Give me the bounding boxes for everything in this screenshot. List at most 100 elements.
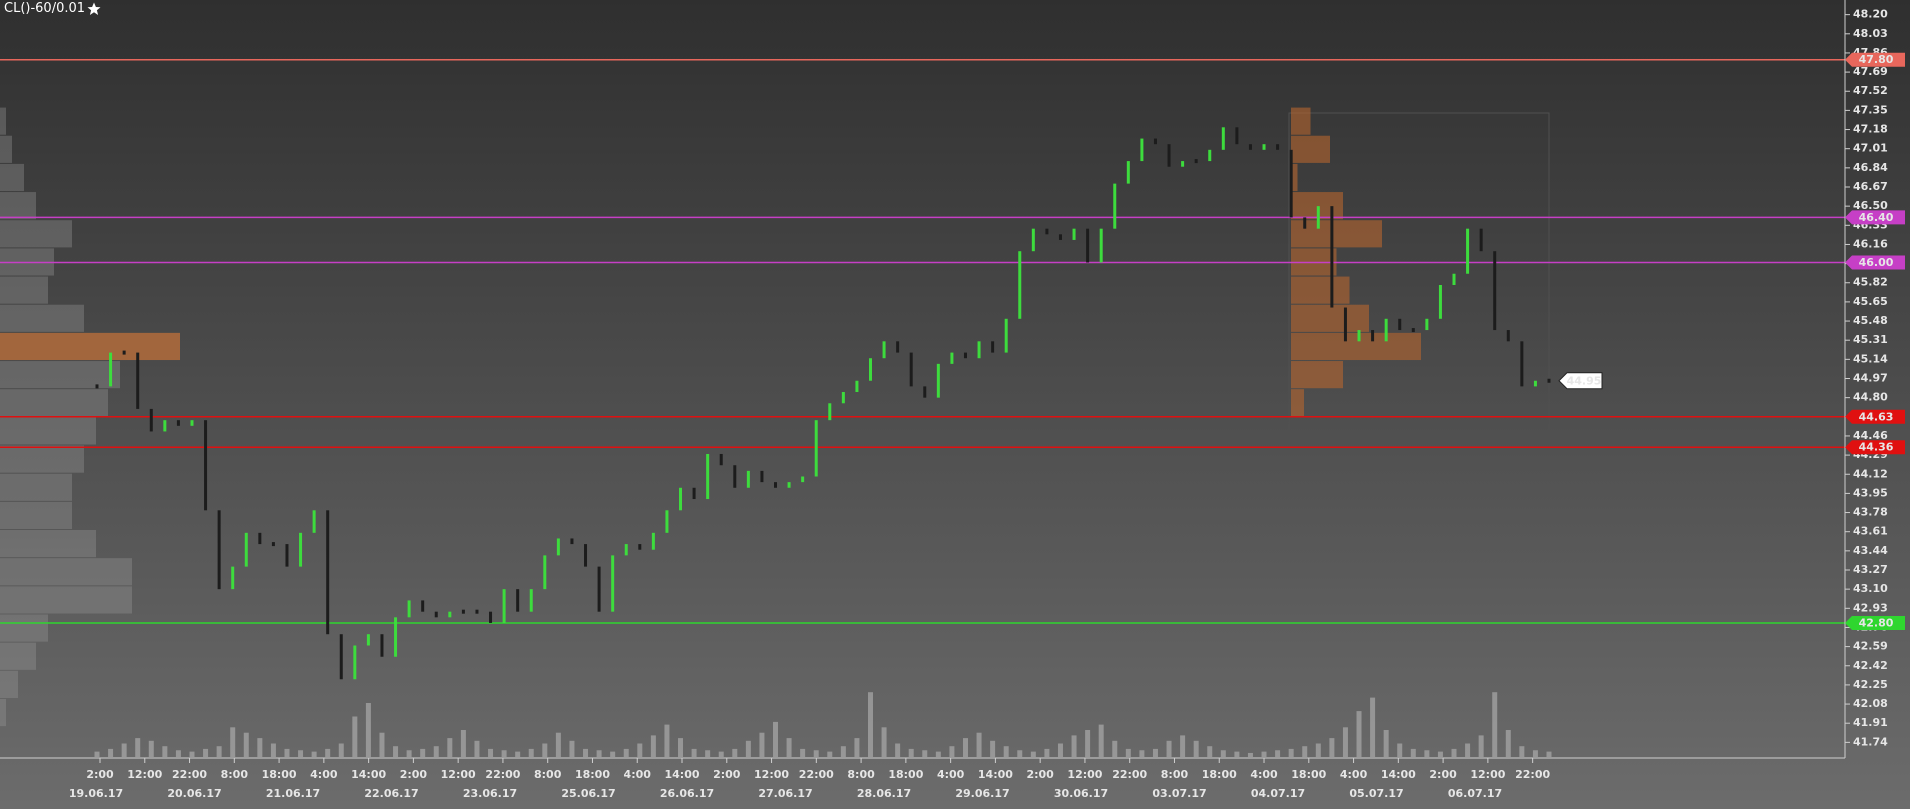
profile-bar xyxy=(0,501,72,530)
x-date-label: 30.06.17 xyxy=(1054,787,1108,800)
volume-bar xyxy=(175,750,181,757)
volume-bar xyxy=(365,703,371,757)
volume-bar xyxy=(786,738,792,757)
price-bar xyxy=(312,510,316,533)
x-time-label: 4:00 xyxy=(1250,768,1278,781)
volume-bar xyxy=(1315,743,1321,757)
price-bar xyxy=(1384,318,1388,342)
x-time-label: 8:00 xyxy=(1161,768,1189,781)
level-tag xyxy=(1845,52,1905,67)
price-bar xyxy=(122,350,126,355)
price-bar xyxy=(1140,138,1144,162)
volume-bar xyxy=(1057,743,1063,757)
volume-bar xyxy=(895,743,901,757)
price-bar xyxy=(1235,127,1239,145)
y-tick-label: 43.27 xyxy=(1853,563,1888,576)
volume-bar xyxy=(718,751,724,757)
volume-histogram xyxy=(94,692,1552,757)
volume-bar xyxy=(1288,748,1294,757)
price-bar xyxy=(651,532,655,550)
x-time-label: 22:00 xyxy=(1112,768,1147,781)
volume-bar xyxy=(1261,751,1267,757)
price-bar xyxy=(1330,206,1334,308)
x-time-label: 14:00 xyxy=(978,768,1013,781)
x-date-label: 22.06.17 xyxy=(364,787,418,800)
volume-bar xyxy=(148,740,154,757)
volume-bar xyxy=(230,727,236,757)
x-time-label: 18:00 xyxy=(575,768,610,781)
x-time-label: 22:00 xyxy=(1515,768,1550,781)
x-time-label: 18:00 xyxy=(1291,768,1326,781)
price-bar xyxy=(163,420,167,432)
y-tick-label: 47.69 xyxy=(1853,65,1888,78)
y-tick-label: 43.61 xyxy=(1853,525,1888,538)
y-tick-label: 44.12 xyxy=(1853,467,1888,480)
profile-bar xyxy=(0,530,96,558)
volume-bar xyxy=(1342,727,1348,757)
price-bar xyxy=(1004,318,1008,353)
y-tick-label: 44.80 xyxy=(1853,391,1888,404)
y-tick-label: 46.50 xyxy=(1853,199,1888,212)
level-tag xyxy=(1845,255,1905,270)
volume-bar xyxy=(705,750,711,757)
price-bar xyxy=(1031,228,1035,252)
price-bar xyxy=(855,380,859,393)
volume-bar xyxy=(1532,750,1538,757)
price-bar xyxy=(176,420,180,426)
volume-bar xyxy=(1125,748,1131,757)
composite-profile-bar xyxy=(1291,389,1304,417)
volume-bar xyxy=(854,738,860,757)
price-bar xyxy=(516,589,520,612)
price-bar xyxy=(244,532,248,567)
price-bar xyxy=(1466,228,1470,274)
price-bar xyxy=(421,600,425,612)
price-bar xyxy=(733,465,737,488)
volume-bar xyxy=(1275,750,1281,757)
price-bar xyxy=(326,510,330,635)
price-bar xyxy=(624,544,628,556)
price-bar xyxy=(801,476,805,483)
price-bar xyxy=(1181,161,1185,167)
x-time-label: 4:00 xyxy=(624,768,652,781)
profile-bar xyxy=(0,586,132,614)
price-bar xyxy=(1398,318,1402,331)
price-bar xyxy=(597,566,601,612)
x-time-label: 22:00 xyxy=(485,768,520,781)
price-bar xyxy=(936,363,940,398)
volume-bar xyxy=(460,730,466,757)
price-bar xyxy=(543,555,547,590)
volume-bar xyxy=(650,735,656,757)
y-tick-label: 47.35 xyxy=(1853,103,1888,116)
volume-bar xyxy=(1492,692,1498,757)
price-bar xyxy=(896,341,900,353)
volume-bar xyxy=(1478,735,1484,757)
y-tick-label: 42.42 xyxy=(1853,659,1888,672)
y-tick-label: 45.31 xyxy=(1853,333,1888,346)
volume-bar xyxy=(108,748,114,757)
price-bar xyxy=(489,611,493,623)
profile-bar xyxy=(0,332,180,361)
profile-bar xyxy=(0,558,132,586)
x-time-label: 14:00 xyxy=(665,768,700,781)
price-bar xyxy=(950,352,954,364)
profile-bar xyxy=(0,670,18,698)
price-bar xyxy=(461,609,465,614)
price-bar xyxy=(1153,138,1157,145)
volume-bar xyxy=(610,751,616,757)
volume-bar xyxy=(515,751,521,757)
levels xyxy=(0,58,1845,624)
volume-bar xyxy=(325,748,331,757)
x-time-label: 22:00 xyxy=(799,768,834,781)
price-bar xyxy=(923,386,927,398)
volume-bar xyxy=(203,748,209,757)
x-time-label: 4:00 xyxy=(310,768,338,781)
composite-profile-bar xyxy=(1291,304,1369,332)
x-time-label: 4:00 xyxy=(1340,768,1368,781)
x-date-label: 28.06.17 xyxy=(857,787,911,800)
level-label: 46.00 xyxy=(1859,256,1894,269)
price-bar xyxy=(271,542,275,547)
price-bar xyxy=(1452,273,1456,286)
composite-profile-bar xyxy=(1291,163,1298,192)
favorite-star[interactable] xyxy=(87,2,101,16)
price-bar xyxy=(231,566,235,590)
